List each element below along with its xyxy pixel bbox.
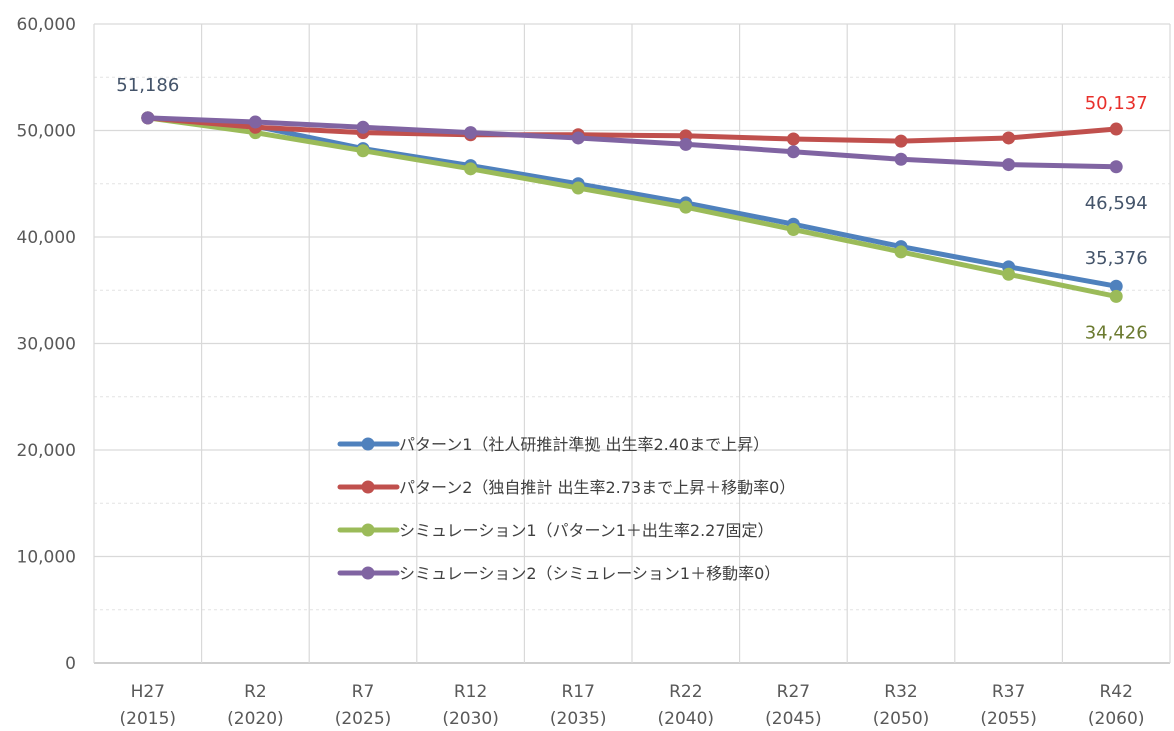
x-tick-sublabel: (2040) <box>658 709 715 729</box>
y-axis-tick-labels: 0 10,000 20,000 30,000 40,000 50,000 60,000 <box>17 15 76 674</box>
y-tick-label: 60,000 <box>17 15 76 35</box>
x-tick-sublabel: (2045) <box>765 709 822 729</box>
y-tick-label: 0 <box>65 654 76 674</box>
data-point <box>248 115 262 129</box>
legend-swatch-marker <box>361 437 375 451</box>
x-tick-label: R22 <box>669 682 702 702</box>
data-point <box>571 181 585 195</box>
data-point <box>356 144 370 158</box>
data-label: 35,376 <box>1085 248 1148 269</box>
data-label: 34,426 <box>1085 322 1148 343</box>
x-tick-label: R32 <box>884 682 917 702</box>
data-point <box>894 134 908 148</box>
x-tick-label: R7 <box>352 682 375 702</box>
legend: パターン1（社人研推計準拠 出生率2.40まで上昇） パターン2（独自推計 出生率… <box>337 435 795 583</box>
data-point <box>894 245 908 259</box>
x-tick-label: R17 <box>561 682 594 702</box>
data-point <box>1002 267 1016 281</box>
y-tick-label: 10,000 <box>17 548 76 568</box>
x-tick-sublabel: (2050) <box>873 709 930 729</box>
y-tick-label: 50,000 <box>17 122 76 142</box>
x-tick-sublabel: (2035) <box>550 709 607 729</box>
data-point <box>1002 131 1016 145</box>
series-line <box>145 115 1119 299</box>
data-point <box>356 120 370 134</box>
legend-label: パターン2（独自推計 出生率2.73まで上昇＋移動率0） <box>399 478 795 497</box>
data-point <box>786 132 800 146</box>
data-labels: 51,186 50,137 46,594 35,376 34,426 <box>116 75 1147 343</box>
series-lines <box>141 111 1123 303</box>
series-line <box>145 115 1119 289</box>
data-point <box>1109 279 1123 293</box>
data-point <box>1109 160 1123 174</box>
data-point <box>464 162 478 176</box>
data-point <box>464 126 478 140</box>
x-tick-label: R12 <box>454 682 487 702</box>
x-tick-label: R37 <box>992 682 1025 702</box>
y-tick-label: 20,000 <box>17 441 76 461</box>
legend-swatch-marker <box>361 480 375 494</box>
legend-label: シミュレーション1（パターン1＋出生率2.27固定） <box>399 521 774 540</box>
data-point <box>894 152 908 166</box>
data-point <box>571 131 585 145</box>
data-point <box>786 223 800 237</box>
legend-label: パターン1（社人研推計準拠 出生率2.40まで上昇） <box>399 435 769 454</box>
data-point <box>679 137 693 151</box>
series-line <box>145 115 1119 170</box>
data-point <box>1109 122 1123 136</box>
data-point <box>1109 289 1123 303</box>
y-tick-label: 30,000 <box>17 335 76 355</box>
legend-swatch-marker <box>361 566 375 580</box>
x-tick-label: H27 <box>131 682 165 702</box>
data-label: 51,186 <box>116 75 179 96</box>
x-tick-sublabel: (2020) <box>227 709 284 729</box>
x-tick-label: R2 <box>244 682 267 702</box>
data-point <box>141 111 155 125</box>
legend-label: シミュレーション2（シミュレーション1＋移動率0） <box>399 564 780 583</box>
x-axis-tick-labels: H27 (2015) R2 (2020) R7 (2025) R12 (2030) R17 (20… <box>120 682 1145 729</box>
data-label: 50,137 <box>1085 93 1148 114</box>
x-tick-sublabel: (2015) <box>120 709 177 729</box>
y-tick-label: 40,000 <box>17 228 76 248</box>
x-tick-sublabel: (2030) <box>442 709 499 729</box>
x-tick-sublabel: (2060) <box>1088 709 1145 729</box>
x-tick-sublabel: (2025) <box>335 709 392 729</box>
data-label: 46,594 <box>1085 193 1148 214</box>
legend-swatch-marker <box>361 523 375 537</box>
x-tick-sublabel: (2055) <box>980 709 1037 729</box>
data-point <box>679 200 693 214</box>
data-point <box>1002 158 1016 172</box>
data-point <box>786 145 800 159</box>
x-tick-label: R27 <box>777 682 810 702</box>
series-line <box>145 115 1119 144</box>
x-tick-label: R42 <box>1099 682 1132 702</box>
